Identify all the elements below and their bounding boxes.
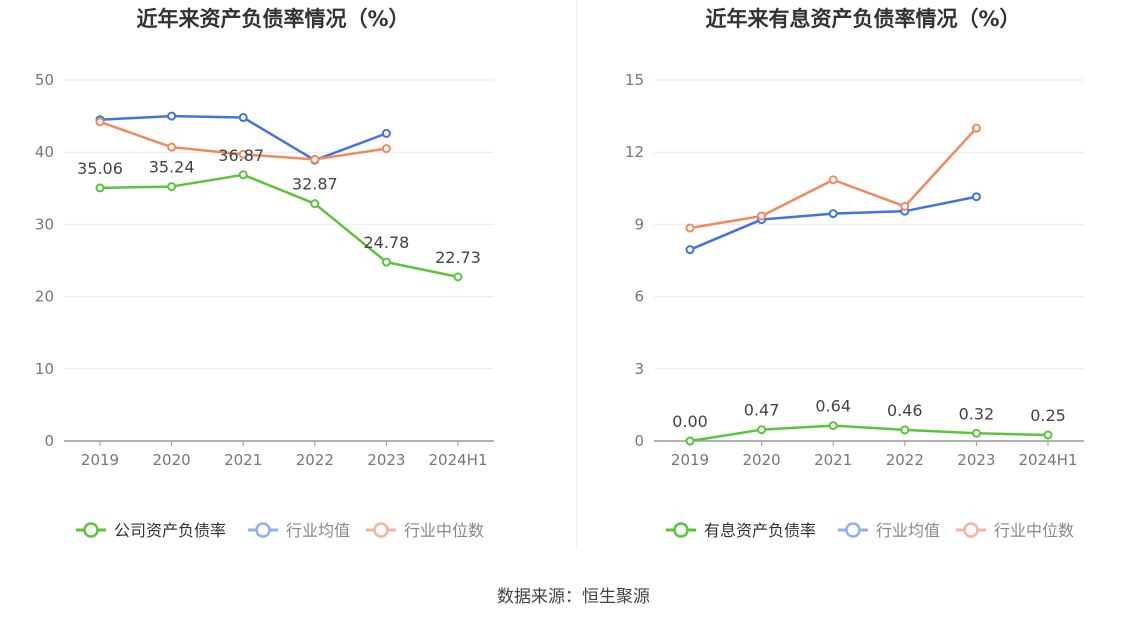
legend-item-label[interactable]: 有息资产负债率 (704, 521, 816, 540)
data-label: 0.25 (1030, 406, 1066, 425)
x-tick-label: 2021 (224, 451, 262, 469)
data-point-1 (757, 425, 767, 435)
series-line-1 (689, 424, 1049, 443)
y-tick-label: 15 (625, 71, 644, 89)
data-point-3 (900, 201, 910, 211)
data-label: 0.00 (672, 412, 708, 431)
series-line-2 (689, 195, 977, 251)
x-tick-label: 2020 (153, 451, 191, 469)
chart-title-1: 近年来资产负债率情况（%） (136, 7, 409, 31)
legend-item-label[interactable]: 行业均值 (876, 521, 940, 540)
data-label: 22.73 (435, 248, 481, 267)
x-tick-label: 2022 (296, 451, 334, 469)
data-label: 0.64 (815, 397, 851, 416)
y-tick-label: 50 (35, 71, 54, 89)
y-tick-label: 12 (625, 143, 644, 161)
x-tick-label: 2019 (671, 451, 709, 469)
x-tick-label: 2023 (367, 451, 405, 469)
y-tick-label: 30 (35, 215, 54, 233)
legend-marker-circle[interactable] (673, 522, 689, 538)
data-label: 0.47 (744, 401, 780, 420)
series-line-1 (99, 173, 459, 279)
data-point-2 (238, 113, 248, 123)
data-point-2 (381, 128, 391, 138)
legend-marker-circle[interactable] (255, 522, 271, 538)
data-point-1 (971, 428, 981, 438)
data-label: 35.06 (77, 159, 123, 178)
data-point-1 (381, 257, 391, 267)
data-source-note: 数据来源：恒生聚源 (497, 587, 650, 607)
y-tick-label: 6 (634, 288, 644, 306)
legend-item-label[interactable]: 行业均值 (286, 521, 350, 540)
legend-marker-circle[interactable] (845, 522, 861, 538)
data-point-1 (900, 425, 910, 435)
data-point-3 (971, 123, 981, 133)
y-tick-label: 0 (44, 432, 54, 450)
data-label: 0.32 (959, 404, 995, 423)
legend-item-label[interactable]: 行业中位数 (994, 521, 1074, 540)
data-point-2 (167, 111, 177, 121)
data-point-1 (167, 182, 177, 192)
data-point-3 (238, 149, 248, 159)
y-tick-label: 10 (35, 360, 54, 378)
data-point-3 (685, 223, 695, 233)
x-tick-label: 2022 (886, 451, 924, 469)
data-point-1 (238, 170, 248, 180)
legend-marker-circle[interactable] (373, 522, 389, 538)
data-point-1 (310, 199, 320, 209)
chart-title-2: 近年来有息资产负债率情况（%） (705, 7, 1020, 31)
data-point-2 (828, 209, 838, 219)
data-point-1 (95, 183, 105, 193)
y-tick-label: 3 (634, 360, 644, 378)
data-point-3 (381, 144, 391, 154)
legend-marker-circle[interactable] (963, 522, 979, 538)
x-tick-label: 2020 (743, 451, 781, 469)
y-tick-label: 40 (35, 143, 54, 161)
data-label: 36.87 (218, 146, 264, 165)
legend-marker-circle[interactable] (83, 522, 99, 538)
legend-item-label[interactable]: 公司资产负债率 (114, 521, 226, 540)
x-tick-label: 2019 (81, 451, 119, 469)
data-point-1 (828, 421, 838, 431)
y-tick-label: 0 (634, 432, 644, 450)
x-tick-label: 2024H1 (429, 451, 488, 469)
data-point-3 (167, 142, 177, 152)
data-point-1 (685, 436, 695, 446)
data-point-2 (685, 245, 695, 255)
data-point-3 (757, 211, 767, 221)
data-label: 0.46 (887, 401, 923, 420)
data-label: 24.78 (363, 233, 409, 252)
data-label: 35.24 (149, 158, 195, 177)
y-tick-label: 20 (35, 288, 54, 306)
data-point-1 (1043, 430, 1053, 440)
x-tick-label: 2021 (814, 451, 852, 469)
data-point-1 (453, 272, 463, 282)
data-point-3 (828, 175, 838, 185)
legend-item-label[interactable]: 行业中位数 (404, 521, 484, 540)
x-tick-label: 2024H1 (1019, 451, 1078, 469)
data-point-3 (310, 154, 320, 164)
x-tick-label: 2023 (957, 451, 995, 469)
y-tick-label: 9 (634, 215, 644, 233)
chart-divider (576, 0, 577, 550)
data-point-2 (971, 192, 981, 202)
data-label: 32.87 (292, 175, 338, 194)
data-point-3 (95, 117, 105, 127)
